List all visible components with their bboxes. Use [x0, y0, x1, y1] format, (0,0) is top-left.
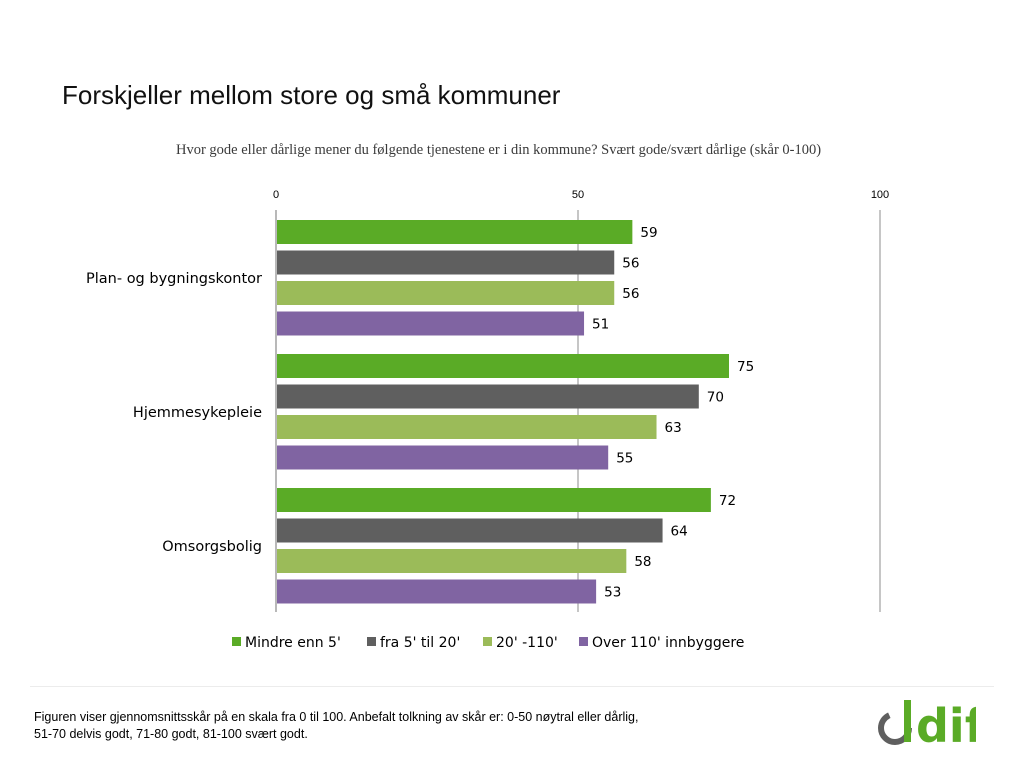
bar	[277, 549, 627, 573]
bar	[277, 445, 609, 470]
data-label: 70	[707, 390, 724, 406]
category-label: Plan- og bygningskontor	[86, 271, 262, 287]
legend-label: fra 5' til 20'	[380, 635, 460, 651]
bar	[277, 488, 711, 512]
legend: Mindre enn 5' fra 5' til 20' 20' -110' Over…	[232, 635, 744, 651]
grid-layer	[275, 210, 881, 612]
bar	[277, 415, 657, 439]
bar	[277, 311, 585, 336]
data-label: 56	[622, 286, 639, 302]
logo-wordmark: difi	[916, 699, 976, 746]
footnote-line-2: 51-70 delvis godt, 71-80 godt, 81-100 sv…	[34, 727, 308, 741]
legend-label: 20' -110'	[496, 635, 558, 651]
data-label: 55	[616, 451, 633, 467]
category-label: Omsorgsbolig	[162, 539, 262, 555]
chart-title: Hvor gode eller dårlige mener du følgend…	[176, 142, 822, 158]
footer-divider	[30, 686, 994, 687]
legend-swatch	[367, 637, 376, 646]
category-label: Hjemmesykepleie	[133, 405, 262, 421]
data-label: 58	[634, 554, 651, 570]
legend-label: Mindre enn 5'	[245, 635, 341, 651]
difi-logo: difi	[878, 699, 976, 746]
x-tick-label: 0	[273, 189, 279, 201]
slide-title: Forskjeller mellom store og små kommuner	[62, 80, 561, 110]
footnote-line-1: Figuren viser gjennomsnittsskår på en sk…	[34, 710, 639, 724]
labels-layer: 0 50 100 Plan- og bygningskontor Hjemmesykep…	[86, 189, 889, 601]
legend-swatch	[232, 637, 241, 646]
data-label: 53	[604, 585, 621, 601]
data-label: 75	[737, 359, 754, 375]
legend-swatch	[579, 637, 588, 646]
data-label: 51	[592, 317, 609, 333]
bar	[277, 220, 633, 244]
x-tick-label: 100	[871, 189, 889, 201]
bar	[277, 384, 699, 409]
bar	[277, 281, 615, 305]
bar	[277, 579, 597, 604]
bars-layer	[277, 220, 729, 604]
bar	[277, 354, 729, 378]
data-label: 56	[622, 256, 639, 272]
legend-swatch	[483, 637, 492, 646]
data-label: 59	[640, 225, 657, 241]
footnote: Figuren viser gjennomsnittsskår på en sk…	[34, 709, 754, 743]
bar	[277, 518, 663, 543]
data-label: 72	[719, 493, 736, 509]
x-tick-label: 50	[572, 189, 584, 201]
data-label: 64	[671, 524, 688, 540]
logo-mark-icon	[878, 700, 912, 745]
legend-label: Over 110' innbyggere	[592, 635, 744, 651]
bar	[277, 250, 615, 275]
bar-chart: 0 50 100 Plan- og bygningskontor Hjemmesykep…	[86, 189, 889, 651]
data-label: 63	[665, 420, 682, 436]
